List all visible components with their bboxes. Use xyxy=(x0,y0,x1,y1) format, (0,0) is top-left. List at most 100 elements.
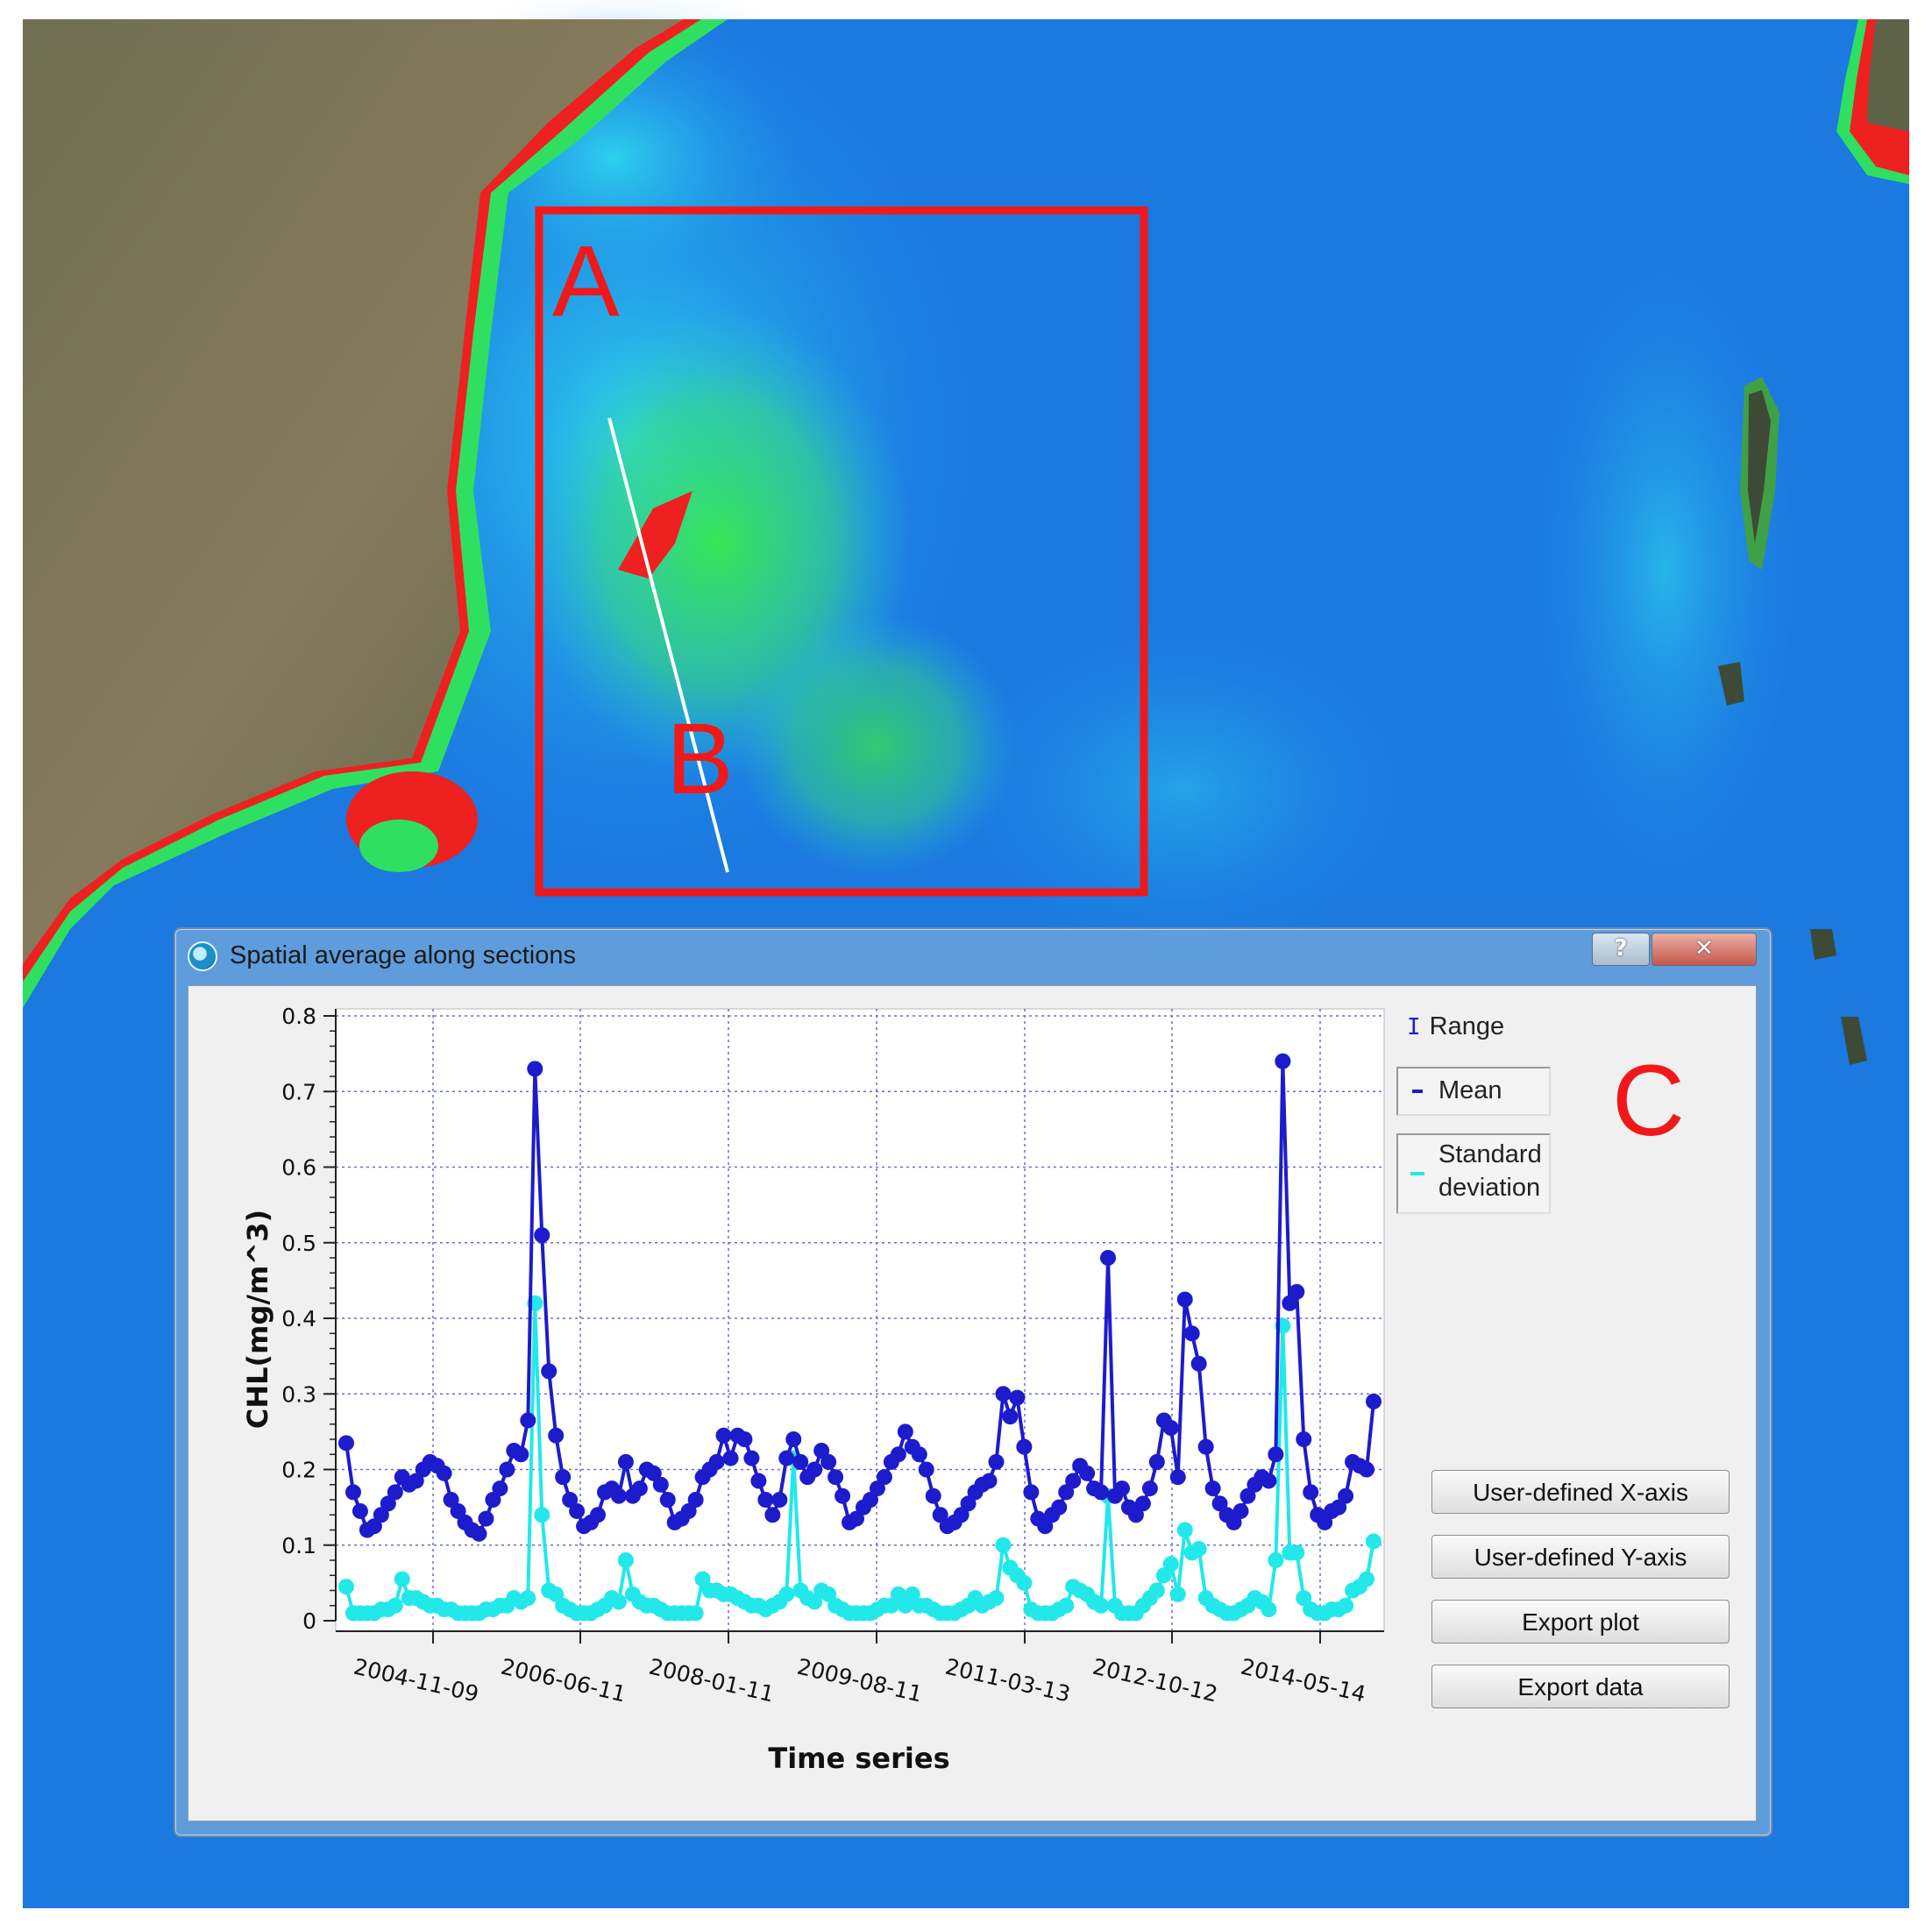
mean-series xyxy=(338,1053,1382,1542)
sd-point xyxy=(883,1597,899,1614)
close-button[interactable]: ✕ xyxy=(1651,933,1757,966)
dialog-client-area: 0 0.1 0.2 0.3 0.4 0.5 0.6 0.7 0.8 2004-11-09 2006… xyxy=(188,985,1757,1821)
mean-point xyxy=(911,1446,927,1463)
mean-point xyxy=(687,1492,704,1508)
mean-point xyxy=(631,1480,648,1497)
dialog-titlebar[interactable]: Spatial average along sections ? ✕ xyxy=(175,929,1771,985)
mean-point xyxy=(806,1461,823,1478)
mean-point xyxy=(1009,1389,1026,1406)
mean-point xyxy=(1016,1438,1033,1455)
sd-point xyxy=(1162,1556,1179,1573)
mean-point xyxy=(1148,1453,1165,1470)
user-defined-x-axis-button[interactable]: User-defined X-axis xyxy=(1431,1470,1730,1514)
mean-point xyxy=(960,1495,977,1512)
y-axis-title: CHL(mg/m^3) xyxy=(241,1210,274,1429)
label-c: C xyxy=(1612,1045,1685,1153)
mean-point xyxy=(1183,1325,1200,1342)
mean-point xyxy=(1051,1499,1068,1516)
user-defined-y-axis-button[interactable]: User-defined Y-axis xyxy=(1431,1535,1730,1579)
label-b: B xyxy=(666,703,734,815)
mean-point xyxy=(1282,1295,1298,1311)
mean-point xyxy=(813,1442,830,1459)
x-tick-label: 2006-06-11 xyxy=(499,1654,629,1707)
sd-point xyxy=(988,1590,1005,1607)
sd-point xyxy=(1093,1597,1110,1614)
mean-point xyxy=(785,1431,802,1447)
mean-point xyxy=(338,1435,354,1452)
sd-point xyxy=(548,1586,565,1602)
mean-point xyxy=(1037,1518,1054,1535)
mean-point xyxy=(541,1363,558,1380)
sd-point xyxy=(1261,1601,1277,1618)
mean-point xyxy=(478,1510,494,1527)
legend-sd[interactable]: Standard deviation xyxy=(1396,1133,1551,1214)
mean-point xyxy=(513,1446,529,1463)
export-plot-button[interactable]: Export plot xyxy=(1431,1600,1730,1644)
mean-point xyxy=(436,1465,452,1481)
mean-point xyxy=(1317,1514,1333,1530)
sd-point xyxy=(1296,1590,1312,1607)
mean-point xyxy=(1211,1495,1228,1512)
sd-point xyxy=(610,1594,627,1610)
sd-point xyxy=(806,1594,823,1610)
region-a-box xyxy=(535,206,1148,897)
mean-point xyxy=(408,1473,424,1489)
mean-point xyxy=(373,1507,389,1523)
mean-point xyxy=(708,1453,725,1470)
mean-point xyxy=(849,1510,865,1527)
mean-point xyxy=(792,1453,809,1470)
mean-point xyxy=(1359,1461,1375,1478)
help-button[interactable]: ? xyxy=(1592,933,1650,966)
sd-point xyxy=(904,1586,920,1602)
y-tick-label: 0.2 xyxy=(281,1458,316,1483)
x-tick-label: 2009-08-11 xyxy=(795,1654,925,1707)
mean-point xyxy=(862,1492,878,1508)
legend-sd-label-1: Standard xyxy=(1438,1140,1542,1168)
mean-point xyxy=(918,1461,934,1478)
mean-swatch-icon xyxy=(1412,1090,1423,1093)
sd-point xyxy=(687,1605,704,1622)
x-tick-label: 2012-10-12 xyxy=(1090,1654,1220,1707)
mean-point xyxy=(1093,1484,1110,1501)
sd-point xyxy=(1289,1544,1305,1561)
sd-point xyxy=(1359,1571,1375,1587)
range-icon: I xyxy=(1407,1014,1421,1040)
mean-point xyxy=(471,1525,487,1542)
mean-point xyxy=(1366,1393,1382,1409)
mean-point xyxy=(1225,1514,1242,1530)
mean-point xyxy=(715,1427,732,1444)
label-a: A xyxy=(552,225,620,337)
mean-point xyxy=(1204,1480,1221,1497)
mean-point xyxy=(492,1480,508,1497)
sd-point xyxy=(890,1586,906,1602)
sd-point xyxy=(387,1597,403,1614)
mean-point xyxy=(953,1507,970,1523)
mean-point xyxy=(590,1507,607,1523)
mean-point xyxy=(722,1450,739,1466)
mean-point xyxy=(1162,1420,1179,1437)
section-line-b xyxy=(607,417,729,873)
mean-point xyxy=(380,1495,396,1512)
sd-point xyxy=(897,1597,913,1614)
mean-point xyxy=(1169,1469,1186,1486)
mean-point xyxy=(534,1227,550,1244)
mean-point xyxy=(981,1473,998,1489)
mean-point xyxy=(820,1453,837,1470)
mean-point xyxy=(890,1446,906,1463)
legend-mean[interactable]: Mean xyxy=(1396,1067,1551,1116)
mean-point xyxy=(659,1492,676,1508)
export-data-button[interactable]: Export data xyxy=(1431,1665,1730,1708)
mean-point xyxy=(562,1492,579,1508)
mean-point xyxy=(1100,1250,1117,1266)
mean-point xyxy=(1289,1283,1305,1300)
mean-point xyxy=(527,1061,543,1077)
mean-point xyxy=(778,1450,795,1466)
legend-mean-label: Mean xyxy=(1438,1076,1502,1104)
legend-range[interactable]: I Range xyxy=(1407,1012,1504,1041)
sd-point xyxy=(1058,1597,1075,1614)
mean-point xyxy=(1268,1446,1284,1463)
mean-point xyxy=(1331,1499,1347,1516)
sd-swatch-icon xyxy=(1410,1172,1424,1175)
mean-point xyxy=(1232,1502,1249,1519)
plot-area xyxy=(335,1008,1385,1632)
